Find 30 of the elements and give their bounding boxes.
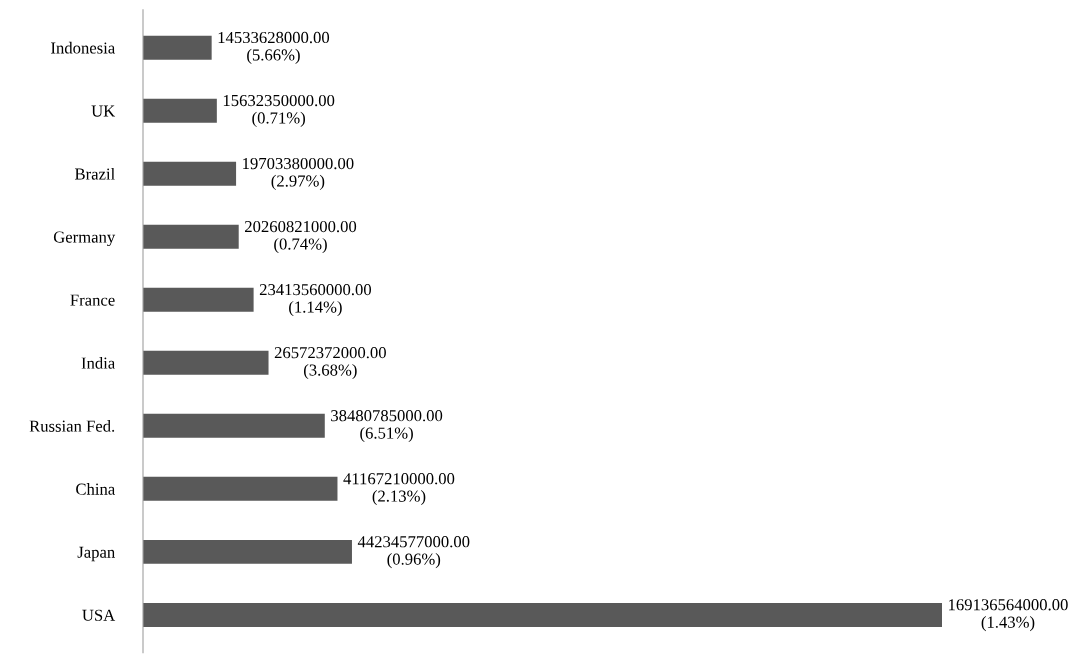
bar	[143, 224, 239, 249]
y-tick-label: Germany	[53, 231, 116, 247]
bar	[143, 539, 352, 564]
y-tick-label: Russian Fed.	[29, 420, 115, 432]
data-label: 169136564000.00 (1.43%)	[949, 599, 1068, 632]
bar	[143, 287, 254, 312]
y-tick-label: USA	[82, 609, 116, 621]
bar	[143, 35, 212, 60]
data-label: 41167210000.00 (2.13%)	[343, 473, 455, 506]
bar	[143, 98, 217, 123]
bar	[143, 602, 942, 627]
y-tick-label: France	[70, 294, 115, 306]
y-tick-label: Brazil	[74, 167, 115, 180]
bar	[143, 413, 325, 438]
y-tick-label: China	[76, 483, 115, 495]
y-tick-label: India	[81, 357, 115, 369]
bar	[143, 476, 338, 501]
y-tick-label: Japan	[77, 546, 115, 562]
bar	[143, 350, 269, 375]
data-label: 26572372000.00 (3.68%)	[274, 347, 386, 380]
data-label: 38480785000.00 (6.51%)	[331, 410, 443, 443]
data-label: 15632350000.00 (0.71%)	[223, 94, 335, 127]
data-label: 19703380000.00 (2.97%)	[243, 157, 354, 190]
data-label: 44234577000.00 (0.96%)	[357, 536, 470, 569]
y-tick-label: Indonesia	[51, 41, 115, 54]
data-label: 14533628000.00 (5.66%)	[218, 31, 330, 64]
bar	[143, 161, 237, 186]
data-label: 23413560000.00 (1.14%)	[259, 283, 372, 317]
data-label: 20260821000.00 (0.74%)	[245, 220, 357, 254]
y-tick-label: UK	[91, 105, 116, 117]
